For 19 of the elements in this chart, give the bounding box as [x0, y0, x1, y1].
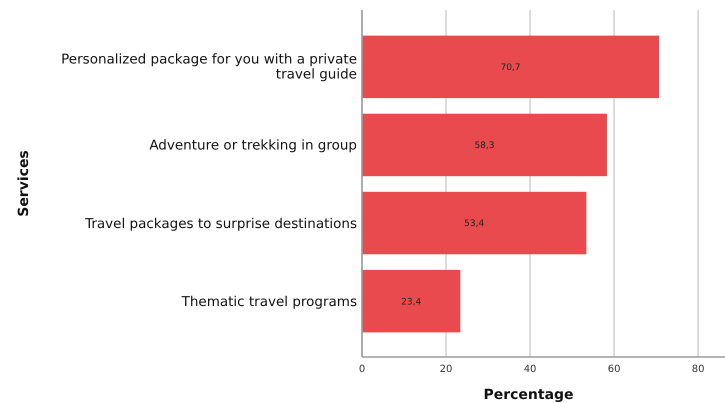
bar [362, 114, 607, 176]
bar [362, 36, 660, 98]
data-label: 70,7 [500, 63, 521, 74]
y-tick-label: Travel packages to surprise destinations [84, 216, 357, 232]
x-tick-label: 60 [608, 364, 620, 375]
y-tick-label: Thematic travel programs [180, 294, 357, 310]
y-tick-label: Adventure or trekking in group [149, 138, 357, 154]
data-label: 53,4 [464, 219, 484, 230]
x-tick-label: 40 [524, 364, 536, 375]
x-tick-label: 0 [358, 364, 366, 375]
y-tick-label: Personalized package for you with a private travel guide [61, 52, 357, 83]
x-tick-label: 80 [692, 364, 704, 375]
x-axis-title: Percentage [483, 387, 574, 403]
bar [362, 192, 586, 254]
x-tick-label: 20 [440, 364, 452, 375]
bar [362, 270, 460, 332]
data-label: 58,3 [474, 141, 494, 152]
data-label: 23,4 [401, 297, 422, 308]
y-axis-title: Services [16, 150, 32, 217]
